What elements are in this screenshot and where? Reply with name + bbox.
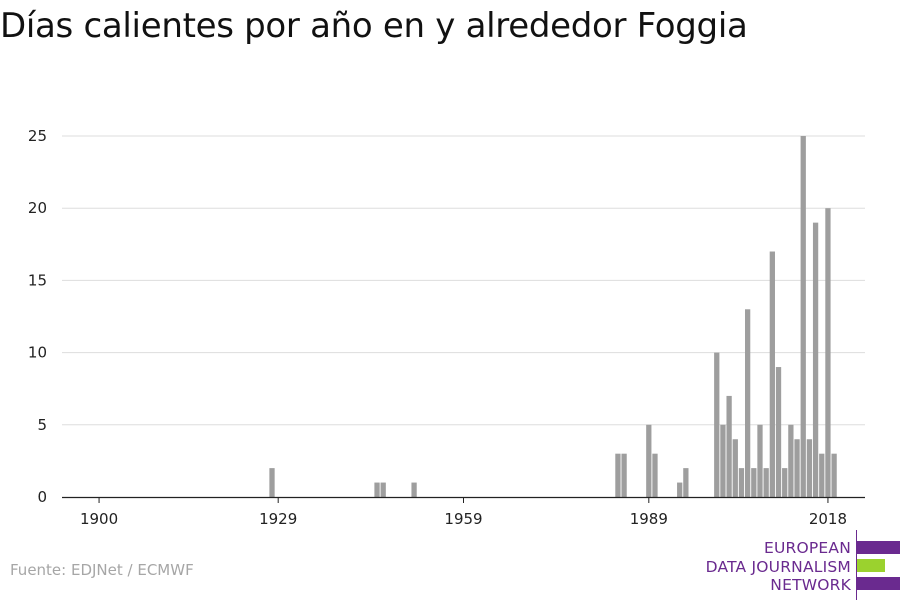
bar-1946 [380, 482, 386, 497]
bar-2013 [794, 439, 800, 497]
x-tick-label-1989: 1989 [630, 510, 668, 528]
bars [269, 136, 837, 497]
bar-2007 [757, 424, 763, 497]
bar-2016 [812, 222, 819, 497]
logo-text: EUROPEAN DATA JOURNALISM NETWORK [706, 539, 851, 595]
bar-2015 [806, 439, 813, 497]
bar-2000 [714, 352, 720, 497]
bar-1985 [621, 453, 627, 497]
bar-1928 [269, 468, 275, 497]
bar-2005 [745, 309, 751, 497]
edjnet-logo: EUROPEAN DATA JOURNALISM NETWORK [700, 530, 900, 600]
bar-1984 [615, 453, 621, 497]
logo-bar-purple-bottom [857, 577, 900, 590]
chart-title: Días calientes por año en y alrededor Fo… [0, 6, 748, 46]
logo-line-2: DATA JOURNALISM [705, 557, 851, 576]
logo-line-1: EUROPEAN [763, 539, 851, 557]
bar-chart: 0 5 10 15 20 25 1900 1929 1959 1989 2018 [28, 127, 865, 528]
bar-1989 [646, 424, 652, 497]
gridlines [62, 135, 865, 426]
bar-2002 [726, 395, 732, 497]
x-tick-label-1900: 1900 [80, 510, 118, 528]
logo-divider [856, 530, 857, 600]
axes [62, 496, 865, 503]
bar-2006 [751, 468, 757, 497]
bar-2003 [732, 439, 738, 497]
bar-2008 [763, 468, 769, 497]
logo-line-3: NETWORK [770, 576, 851, 594]
bar-1945 [374, 482, 380, 497]
bar-2012 [788, 424, 794, 497]
y-tick-labels: 0 5 10 15 20 25 [28, 127, 47, 506]
bar-2011 [782, 468, 788, 497]
y-tick-label-20: 20 [28, 199, 47, 217]
logo-bar-purple-top [857, 541, 900, 554]
bar-1995 [683, 468, 689, 497]
bar-2017 [819, 453, 825, 497]
bar-2019 [831, 453, 837, 497]
bar-2014 [800, 136, 806, 497]
bar-1994 [677, 482, 683, 497]
bar-1951 [411, 482, 417, 497]
logo-bar-green [857, 559, 885, 572]
y-tick-label-5: 5 [37, 416, 47, 434]
bar-2010 [775, 367, 782, 497]
x-tick-label-2018: 2018 [809, 510, 847, 528]
source-note: Fuente: EDJNet / ECMWF [10, 561, 194, 579]
x-tick-label-1959: 1959 [444, 510, 482, 528]
y-tick-label-10: 10 [28, 344, 47, 362]
y-tick-label-25: 25 [28, 127, 47, 145]
y-tick-label-15: 15 [28, 271, 47, 289]
bar-2004 [738, 468, 745, 497]
y-tick-label-0: 0 [37, 488, 47, 506]
bar-2018 [825, 208, 831, 497]
x-tick-labels: 1900 1929 1959 1989 2018 [80, 510, 847, 528]
bar-2001 [720, 424, 726, 497]
bar-1990 [652, 453, 658, 497]
x-tick-label-1929: 1929 [259, 510, 297, 528]
bar-2009 [769, 251, 775, 497]
